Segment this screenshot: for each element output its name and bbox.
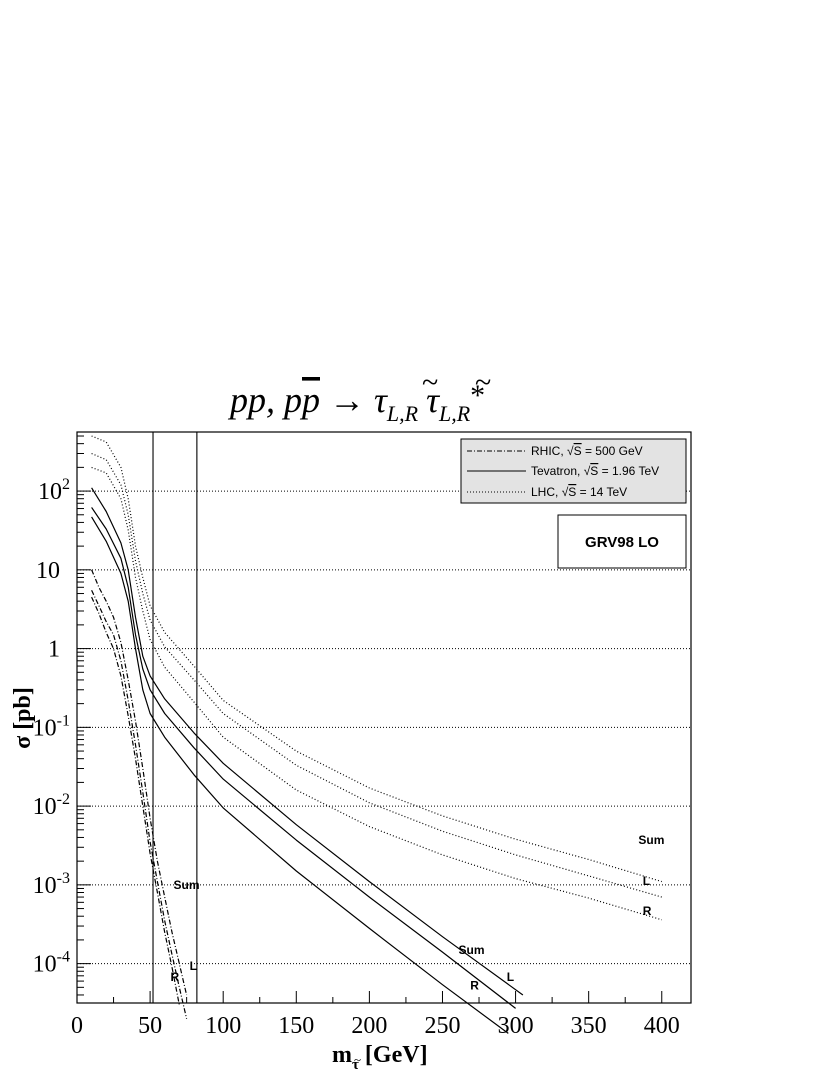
title-tilde-2: ~: [475, 366, 491, 399]
x-axis-ticks: 0 50 100 150 200 250 300 350 400: [71, 991, 680, 1039]
curve-label-4: L: [507, 970, 514, 984]
x-tick-label-5: 250: [424, 1013, 460, 1039]
legend-label-tevatron: Tevatron, √S = 1.96 TeV: [531, 464, 659, 478]
y-tick-label-4: 1: [48, 637, 60, 663]
x-tick-label-0: 0: [71, 1013, 83, 1039]
curve-label-2: R: [171, 970, 180, 984]
y-tick-label-5: 10: [36, 558, 60, 584]
grid-lines: [77, 490, 691, 965]
curve-label-7: L: [643, 874, 650, 888]
curve-label-1: L: [190, 959, 197, 973]
series-tevatron-l: [91, 507, 516, 1009]
y-tick-label-1: 10-3: [33, 870, 70, 899]
series-tevatron-sum: [91, 487, 524, 996]
curve-label-6: Sum: [638, 833, 664, 847]
y-tick-label-3: 10-1: [33, 712, 70, 741]
chart-title: pp, pp → τL,R τL,R*: [227, 379, 485, 426]
series-lhc-r: [91, 466, 662, 921]
title-tilde-1: ~: [422, 366, 438, 399]
x-tick-label-6: 300: [498, 1013, 534, 1039]
curve-label-3: Sum: [459, 943, 485, 957]
pdf-annotation-box: [557, 514, 687, 569]
x-axis-title-tilde: ~: [354, 1052, 361, 1067]
series-lhc-sum: [91, 435, 662, 883]
pdf-annotation-label: GRV98 LO: [585, 534, 659, 551]
series-rhic-l: [91, 590, 188, 1019]
series-tevatron-r: [91, 516, 509, 1034]
x-tick-label-4: 200: [351, 1013, 387, 1039]
x-tick-label-7: 350: [571, 1013, 607, 1039]
y-tick-label-6: 102: [38, 476, 70, 505]
y-axis-title: σ [pb]: [10, 687, 36, 749]
plot-frame: [76, 431, 692, 1004]
legend-label-rhic: RHIC, √S = 500 GeV: [531, 444, 643, 458]
curve-label-0: Sum: [173, 878, 199, 892]
y-tick-label-2: 10-2: [33, 791, 70, 820]
vertical-marker-lines: [152, 432, 198, 1003]
title-pbar: p: [299, 380, 320, 420]
x-tick-label-3: 150: [278, 1013, 314, 1039]
series-rhic-sum: [91, 569, 188, 996]
y-tick-label-0: 10-4: [33, 949, 70, 978]
series-rhic-r: [91, 596, 180, 1005]
curve-label-5: R: [470, 979, 479, 993]
x-tick-label-1: 50: [138, 1013, 162, 1039]
data-series: [91, 435, 662, 1034]
curve-label-8: R: [643, 904, 652, 918]
legend-label-lhc: LHC, √S = 14 TeV: [531, 485, 627, 499]
x-tick-label-2: 100: [205, 1013, 241, 1039]
x-tick-label-8: 400: [644, 1013, 680, 1039]
legend: RHIC, √S = 500 GeV Tevatron, √S = 1.96 T…: [460, 438, 687, 504]
y-axis-ticks: 10-4 10-3 10-2 10-1 1 10 102: [33, 435, 91, 996]
x-axis-title: mτ [GeV]: [332, 1042, 428, 1073]
